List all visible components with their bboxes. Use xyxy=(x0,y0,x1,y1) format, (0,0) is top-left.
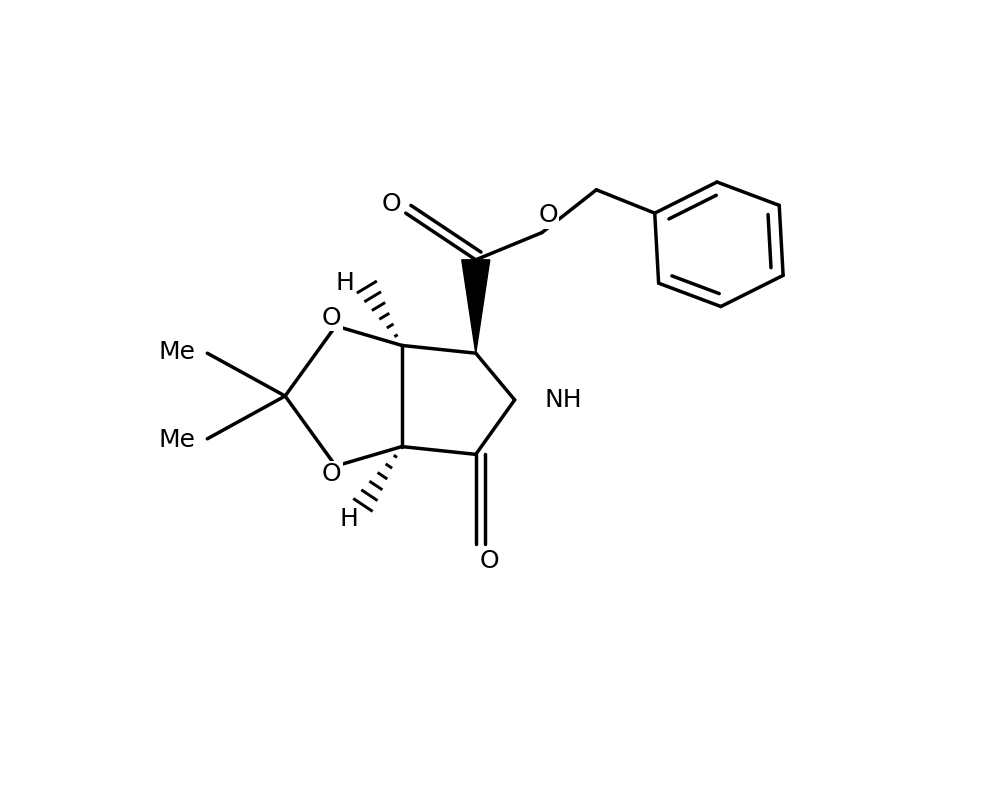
Text: H: H xyxy=(339,507,358,531)
Text: O: O xyxy=(538,204,558,227)
Text: O: O xyxy=(322,307,342,330)
Polygon shape xyxy=(462,260,490,353)
Text: O: O xyxy=(382,192,401,215)
Text: O: O xyxy=(480,549,500,573)
Text: Me: Me xyxy=(159,428,195,452)
Text: NH: NH xyxy=(544,388,581,412)
Text: Me: Me xyxy=(159,340,195,364)
Text: O: O xyxy=(322,462,342,485)
Text: H: H xyxy=(336,271,354,295)
